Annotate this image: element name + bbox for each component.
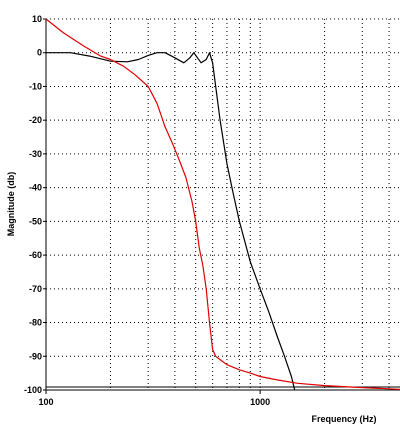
plot-area	[46, 19, 400, 390]
y-tick-label: -30	[29, 149, 42, 159]
y-tick-label: 10	[32, 14, 42, 24]
series-layer	[45, 18, 400, 391]
series-line-2	[45, 18, 400, 390]
x-tick-labels: 100 1000	[38, 390, 270, 407]
y-tick-label: -20	[29, 115, 42, 125]
x-axis-title: Frequency (Hz)	[311, 414, 376, 424]
x-tick-label: 100	[38, 397, 53, 407]
series-line-1	[46, 52, 296, 391]
y-tick-label: -10	[29, 81, 42, 91]
y-axis-title: Magnitude (db)	[6, 172, 16, 237]
y-tick-label: -40	[29, 183, 42, 193]
y-tick-labels: 10 0 -10 -20 -30 -40 -50 -60 -70 -80 -90 -100	[24, 14, 42, 395]
y-tick-label: 0	[37, 48, 42, 58]
y-tick-label: -70	[29, 284, 42, 294]
y-tick-label: -50	[29, 216, 42, 226]
y-tick-label: -100	[24, 385, 42, 395]
y-tick-label: -60	[29, 250, 42, 260]
y-tick-label: -90	[29, 351, 42, 361]
x-tick-label: 1000	[250, 397, 270, 407]
y-tick-label: -80	[29, 318, 42, 328]
